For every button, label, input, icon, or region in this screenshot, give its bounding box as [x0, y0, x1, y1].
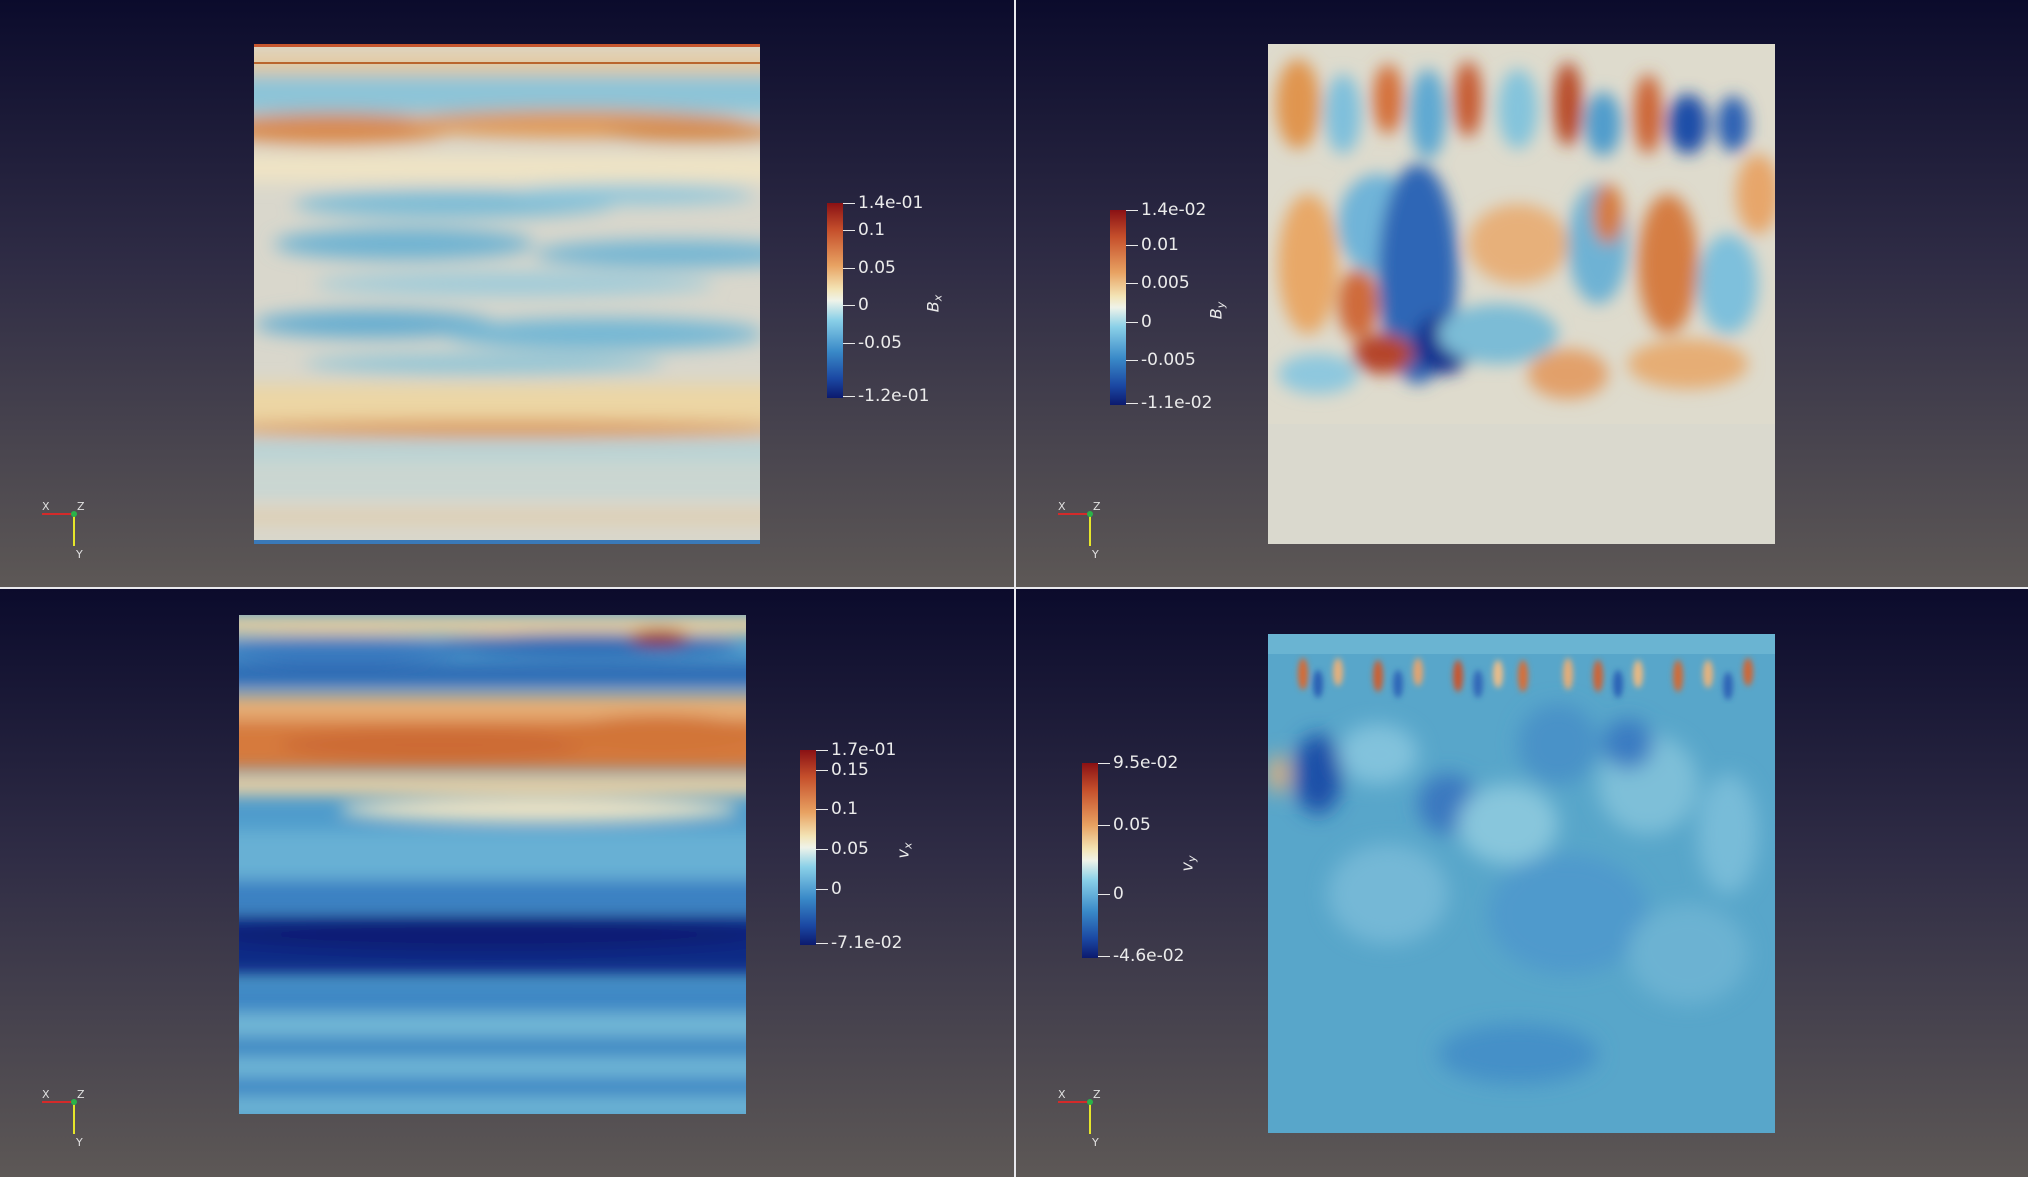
z-axis-label: Z — [1093, 500, 1101, 513]
y-axis-label: Y — [1091, 548, 1099, 560]
vx-tick-min: -7.1e-02 — [831, 933, 903, 953]
render-view-by[interactable]: 1.4e-02 0.01 0.005 0 -0.005 -1.1e-02 By … — [1016, 0, 2028, 587]
z-axis-dot-icon — [71, 1099, 77, 1105]
bx-colorbar: 1.4e-01 0.1 0.05 0 -0.05 -1.2e-01 Bx — [827, 193, 967, 406]
bx-tick-max: 1.4e-01 — [858, 193, 924, 213]
bx-tick: 0 — [858, 295, 869, 315]
vx-tick-max: 1.7e-01 — [831, 740, 897, 760]
vx-colorbar-gradient — [800, 750, 816, 945]
by-colorbar-gradient — [1110, 210, 1126, 405]
z-axis-label: Z — [77, 500, 85, 513]
bx-tick: 0.05 — [858, 258, 896, 278]
x-axis-label: X — [42, 1088, 50, 1101]
vx-tick: 0.1 — [831, 799, 859, 819]
vx-tick: 0 — [831, 879, 842, 899]
y-axis-label: Y — [1091, 1136, 1099, 1148]
x-axis-label: X — [1058, 500, 1066, 513]
by-tick: -0.005 — [1141, 350, 1196, 370]
by-tick: 0.005 — [1141, 273, 1190, 293]
vx-tick: 0.15 — [831, 760, 869, 780]
bx-tick: -0.05 — [858, 333, 902, 353]
by-tick-min: -1.1e-02 — [1141, 393, 1213, 413]
vy-colorbar: 9.5e-02 0.05 0 -4.6e-02 vy — [1082, 753, 1222, 966]
by-colorbar-title: By — [1206, 301, 1228, 320]
z-axis-dot-icon — [1087, 1099, 1093, 1105]
vy-field-plot — [1268, 634, 1775, 1133]
bx-field-plot — [254, 44, 760, 544]
by-tick: 0.01 — [1141, 235, 1179, 255]
render-view-bx[interactable]: 1.4e-01 0.1 0.05 0 -0.05 -1.2e-01 Bx X Z… — [0, 0, 1014, 587]
vy-tick-min: -4.6e-02 — [1113, 946, 1185, 966]
vy-colorbar-title: vy — [1177, 855, 1199, 872]
vx-tick: 0.05 — [831, 839, 869, 859]
by-field-plot — [1268, 44, 1775, 544]
render-view-vy[interactable]: 9.5e-02 0.05 0 -4.6e-02 vy X Z Y — [1016, 589, 2028, 1177]
z-axis-label: Z — [1093, 1088, 1101, 1101]
vx-field-plot — [239, 615, 746, 1114]
y-axis-label: Y — [75, 1136, 83, 1148]
bx-colorbar-title: Bx — [923, 294, 945, 313]
by-tick: 0 — [1141, 312, 1152, 332]
orientation-axes: X Z Y — [30, 500, 90, 560]
orientation-axes: X Z Y — [1046, 1088, 1106, 1148]
vy-tick: 0 — [1113, 884, 1124, 904]
vx-colorbar: 1.7e-01 0.15 0.1 0.05 0 -7.1e-02 vx — [800, 740, 940, 953]
by-colorbar: 1.4e-02 0.01 0.005 0 -0.005 -1.1e-02 By — [1110, 200, 1250, 413]
render-view-vx[interactable]: 1.7e-01 0.15 0.1 0.05 0 -7.1e-02 vx X Z … — [0, 589, 1014, 1177]
z-axis-dot-icon — [1087, 511, 1093, 517]
orientation-axes: X Z Y — [1046, 500, 1106, 560]
orientation-axes: X Z Y — [30, 1088, 90, 1148]
vy-colorbar-gradient — [1082, 763, 1098, 958]
bx-tick: 0.1 — [858, 220, 886, 240]
x-axis-label: X — [42, 500, 50, 513]
view-splitter-horizontal[interactable] — [0, 587, 2028, 589]
bx-colorbar-gradient — [827, 203, 843, 398]
vy-tick: 0.05 — [1113, 815, 1151, 835]
z-axis-label: Z — [77, 1088, 85, 1101]
bx-tick-min: -1.2e-01 — [858, 386, 930, 406]
vy-tick-max: 9.5e-02 — [1113, 753, 1179, 773]
vx-colorbar-title: vx — [893, 842, 915, 859]
z-axis-dot-icon — [71, 511, 77, 517]
x-axis-label: X — [1058, 1088, 1066, 1101]
y-axis-label: Y — [75, 548, 83, 560]
by-tick-max: 1.4e-02 — [1141, 200, 1207, 220]
